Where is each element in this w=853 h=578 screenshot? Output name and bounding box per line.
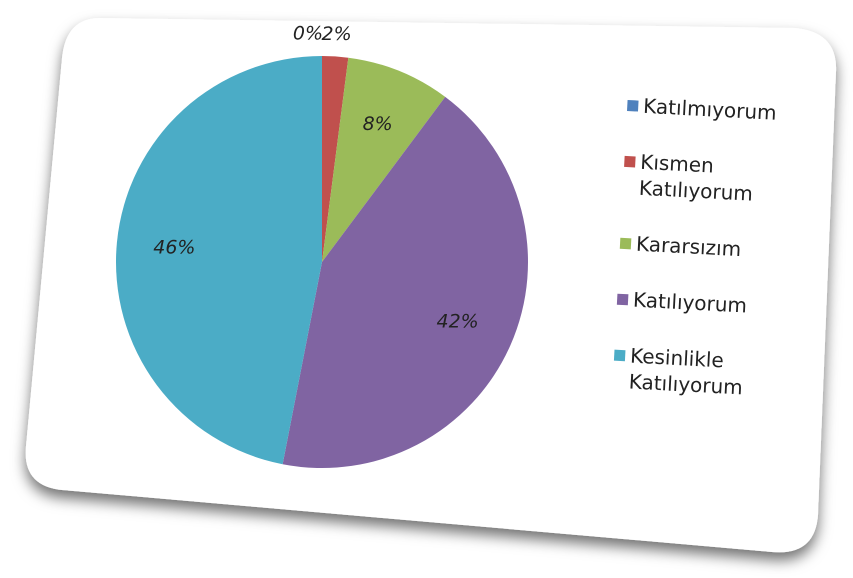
legend-swatch (613, 349, 626, 362)
data-label: 2% (322, 23, 352, 45)
legend-swatch (616, 293, 629, 306)
legend-swatch (627, 99, 639, 112)
data-label: 8% (363, 113, 393, 135)
pie-slice (116, 56, 322, 465)
legend: Katılmıyorum Kısmen Katılıyorum Kararsızım… (611, 92, 818, 433)
legend-item: Kısmen Katılıyorum (622, 148, 814, 210)
legend-item: Kesinlikle Katılıyorum (612, 342, 804, 404)
pie-slice (282, 96, 528, 468)
data-label: 0% (293, 23, 323, 45)
legend-swatch (624, 155, 636, 168)
pie-slice (322, 56, 349, 262)
legend-label: Kesinlikle Katılıyorum (628, 343, 744, 400)
data-label: 46% (153, 236, 195, 258)
legend-label: Kararsızım (635, 231, 742, 262)
pie-slice (322, 57, 446, 263)
data-label: 42% (437, 311, 479, 333)
legend-label: Katılıyorum (632, 287, 748, 318)
legend-label: Kısmen Katılıyorum (638, 149, 754, 206)
legend-item: Katılıyorum (616, 286, 807, 322)
legend-item: Kararsızım (619, 230, 810, 266)
legend-swatch (619, 237, 632, 250)
